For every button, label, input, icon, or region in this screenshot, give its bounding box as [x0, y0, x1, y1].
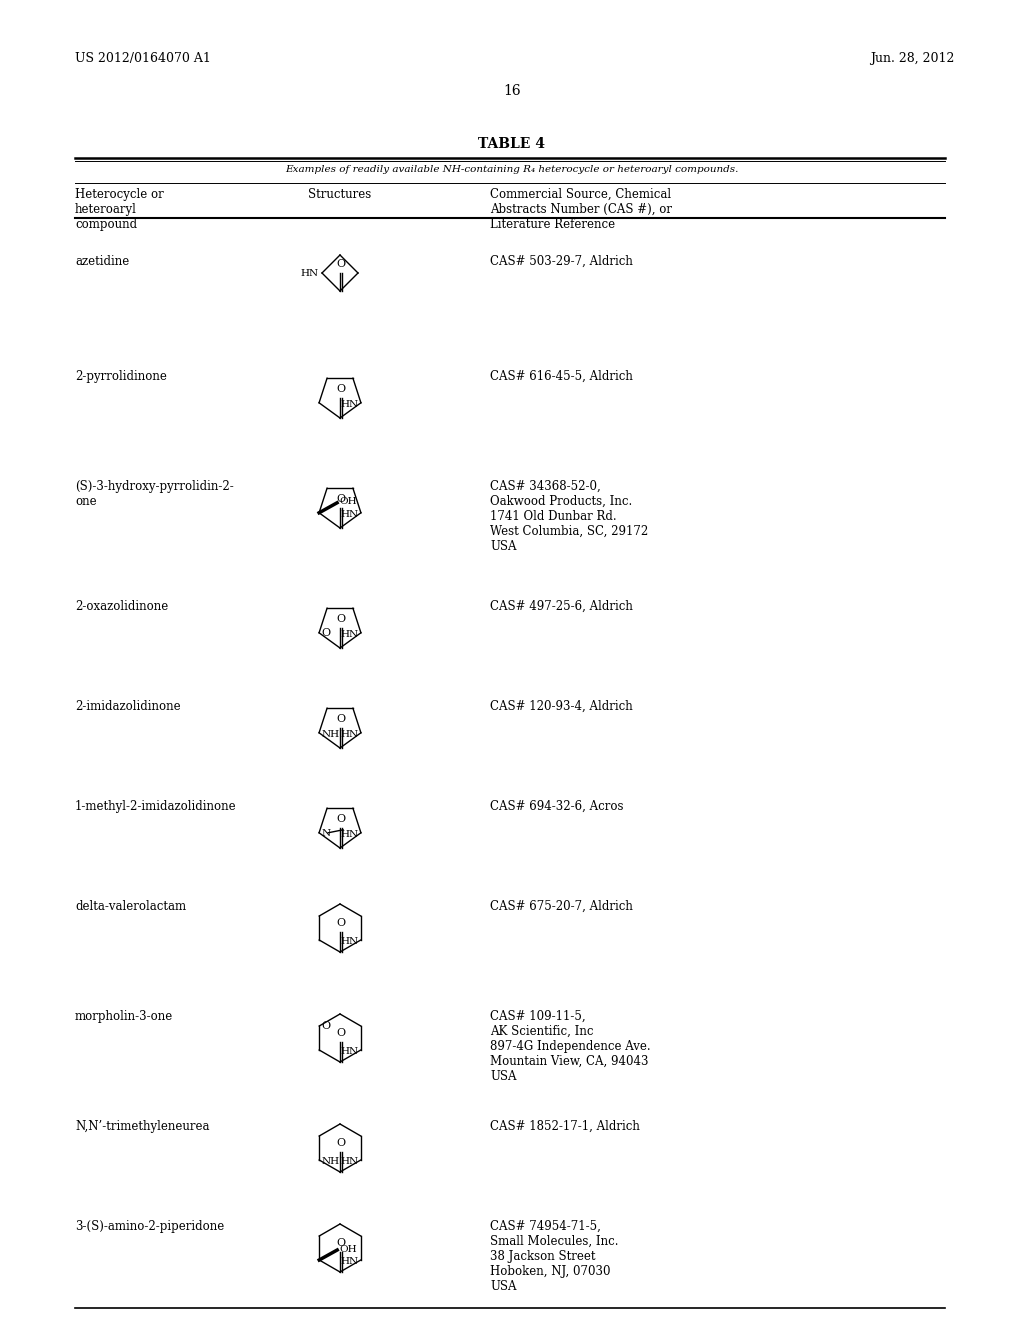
Text: CAS# 616-45-5, Aldrich: CAS# 616-45-5, Aldrich [490, 370, 633, 383]
Text: N: N [322, 829, 330, 838]
Text: CAS# 74954-71-5,
Small Molecules, Inc.
38 Jackson Street
Hoboken, NJ, 07030
USA: CAS# 74954-71-5, Small Molecules, Inc. 3… [490, 1220, 618, 1294]
Text: HN: HN [341, 1048, 358, 1056]
Text: HN: HN [301, 269, 319, 279]
Text: TABLE 4: TABLE 4 [478, 137, 546, 150]
Text: (S)-3-hydroxy-pyrrolidin-2-
one: (S)-3-hydroxy-pyrrolidin-2- one [75, 480, 233, 508]
Text: 2-oxazolidinone: 2-oxazolidinone [75, 601, 168, 612]
Text: O: O [337, 917, 345, 928]
Text: Jun. 28, 2012: Jun. 28, 2012 [870, 51, 954, 65]
Text: O: O [337, 1238, 345, 1247]
Text: HN: HN [341, 1158, 358, 1167]
Text: HN: HN [341, 1258, 358, 1266]
Text: 3-(S)-amino-2-piperidone: 3-(S)-amino-2-piperidone [75, 1220, 224, 1233]
Text: CAS# 34368-52-0,
Oakwood Products, Inc.
1741 Old Dunbar Rd.
West Columbia, SC, 2: CAS# 34368-52-0, Oakwood Products, Inc. … [490, 480, 648, 553]
Text: OH: OH [339, 498, 356, 507]
Text: HN: HN [341, 937, 358, 946]
Text: HN: HN [341, 730, 359, 739]
Text: azetidine: azetidine [75, 255, 129, 268]
Text: NH: NH [322, 730, 339, 739]
Text: 2-imidazolidinone: 2-imidazolidinone [75, 700, 180, 713]
Text: O: O [337, 494, 345, 504]
Text: Commercial Source, Chemical
Abstracts Number (CAS #), or
Literature Reference: Commercial Source, Chemical Abstracts Nu… [490, 187, 672, 231]
Text: OH: OH [339, 1245, 356, 1254]
Text: 1-methyl-2-imidazolidinone: 1-methyl-2-imidazolidinone [75, 800, 237, 813]
Text: O: O [337, 259, 345, 269]
Text: O: O [337, 814, 345, 824]
Text: O: O [322, 1020, 331, 1031]
Text: CAS# 120-93-4, Aldrich: CAS# 120-93-4, Aldrich [490, 700, 633, 713]
Text: CAS# 1852-17-1, Aldrich: CAS# 1852-17-1, Aldrich [490, 1119, 640, 1133]
Text: 16: 16 [503, 84, 521, 98]
Text: O: O [337, 384, 345, 393]
Text: 2-pyrrolidinone: 2-pyrrolidinone [75, 370, 167, 383]
Text: CAS# 675-20-7, Aldrich: CAS# 675-20-7, Aldrich [490, 900, 633, 913]
Text: US 2012/0164070 A1: US 2012/0164070 A1 [75, 51, 211, 65]
Text: Examples of readily available NH-containing R₄ heterocycle or heteroaryl compoun: Examples of readily available NH-contain… [286, 165, 738, 174]
Text: HN: HN [341, 630, 359, 639]
Text: O: O [337, 1028, 345, 1038]
Text: O: O [322, 628, 330, 638]
Text: CAS# 497-25-6, Aldrich: CAS# 497-25-6, Aldrich [490, 601, 633, 612]
Text: N,N’-trimethyleneurea: N,N’-trimethyleneurea [75, 1119, 210, 1133]
Text: morpholin-3-one: morpholin-3-one [75, 1010, 173, 1023]
Text: O: O [337, 714, 345, 723]
Text: O: O [337, 1138, 345, 1148]
Text: HN: HN [341, 830, 359, 840]
Text: HN: HN [341, 511, 359, 519]
Text: O: O [337, 614, 345, 624]
Text: Heterocycle or
heteroaryl
compound: Heterocycle or heteroaryl compound [75, 187, 164, 231]
Text: delta-valerolactam: delta-valerolactam [75, 900, 186, 913]
Text: NH: NH [322, 1158, 339, 1167]
Text: Structures: Structures [308, 187, 372, 201]
Text: CAS# 503-29-7, Aldrich: CAS# 503-29-7, Aldrich [490, 255, 633, 268]
Text: CAS# 694-32-6, Acros: CAS# 694-32-6, Acros [490, 800, 624, 813]
Text: HN: HN [341, 400, 359, 409]
Text: CAS# 109-11-5,
AK Scientific, Inc
897-4G Independence Ave.
Mountain View, CA, 94: CAS# 109-11-5, AK Scientific, Inc 897-4G… [490, 1010, 650, 1082]
